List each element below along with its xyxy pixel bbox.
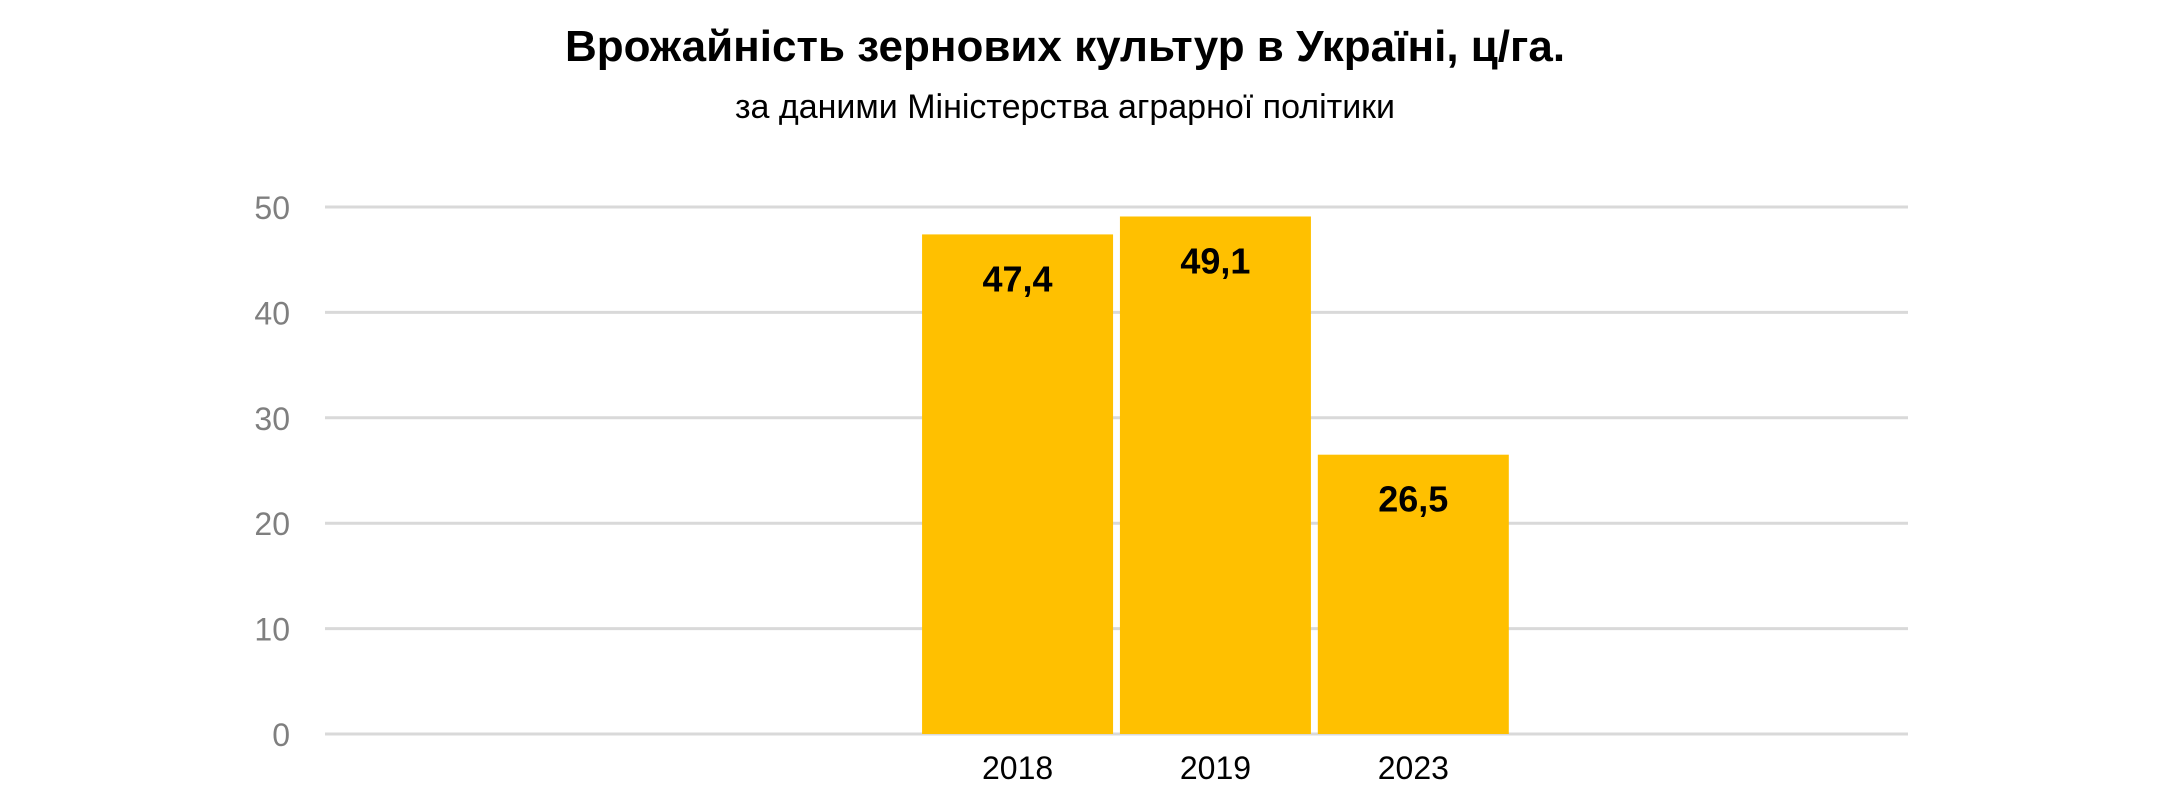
x-tick-label: 2018 bbox=[982, 750, 1053, 786]
bars bbox=[922, 216, 1509, 735]
x-tick-label: 2023 bbox=[1378, 750, 1449, 786]
y-tick-label: 0 bbox=[272, 717, 290, 753]
chart-title: Врожайність зернових культур в Україні, … bbox=[564, 22, 1566, 71]
y-tick-label: 20 bbox=[254, 506, 290, 542]
data-label: 49,1 bbox=[1180, 240, 1250, 281]
y-tick-label: 40 bbox=[254, 295, 290, 331]
data-label: 47,4 bbox=[983, 258, 1053, 299]
bar-2023 bbox=[1317, 454, 1509, 734]
x-tick-label: 2019 bbox=[1180, 750, 1251, 786]
data-label: 26,5 bbox=[1378, 479, 1448, 520]
data-labels: 47,4 49,1 26,5 bbox=[983, 240, 1449, 519]
x-axis-ticks: 2018 2019 2023 bbox=[982, 750, 1449, 786]
bar-2018 bbox=[922, 234, 1114, 735]
y-tick-label: 30 bbox=[254, 401, 290, 437]
gridlines bbox=[325, 205, 1908, 736]
bar-2019 bbox=[1119, 216, 1311, 735]
chart-subtitle: за даними Міністерства аграрної політики bbox=[734, 88, 1396, 126]
y-axis-ticks: 0 10 20 30 40 50 bbox=[254, 190, 290, 753]
y-tick-label: 50 bbox=[254, 190, 290, 226]
y-tick-label: 10 bbox=[254, 612, 290, 648]
